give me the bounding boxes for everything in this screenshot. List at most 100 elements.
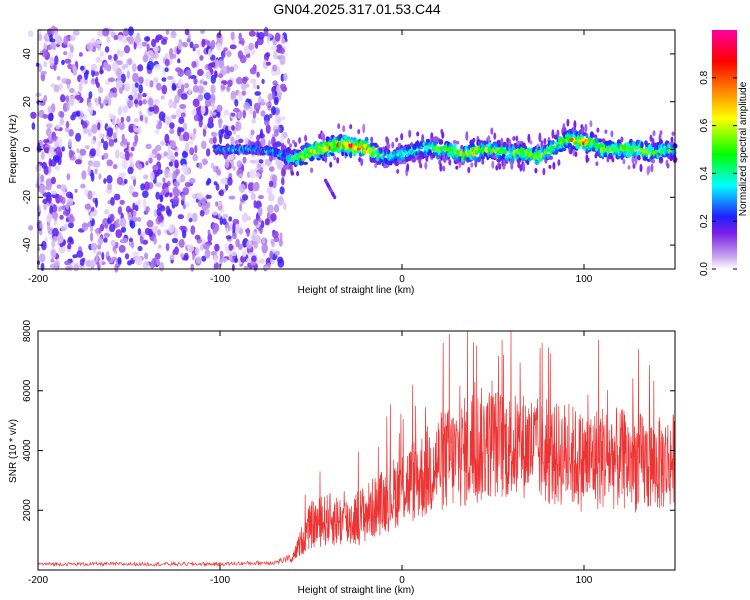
ridge-blob xyxy=(441,131,445,139)
noise-blob xyxy=(195,106,203,116)
noise-blob xyxy=(197,85,204,94)
noise-blob xyxy=(68,43,72,48)
noise-blob xyxy=(97,244,102,250)
snr-x-axis-label: Height of straight line (km) xyxy=(298,585,415,596)
noise-blob xyxy=(227,176,233,186)
noise-blob xyxy=(55,146,62,156)
noise-blob xyxy=(213,165,217,173)
noise-blob xyxy=(89,108,93,116)
noise-blob xyxy=(265,52,271,58)
ridge-blob xyxy=(543,138,547,145)
noise-blob xyxy=(87,101,92,108)
noise-blob xyxy=(103,232,111,238)
noise-blob xyxy=(141,231,146,238)
noise-blob xyxy=(248,42,254,51)
noise-blob xyxy=(184,82,190,89)
noise-blob xyxy=(253,102,261,112)
noise-blob xyxy=(263,114,270,123)
noise-blob xyxy=(52,227,59,238)
ridge-blob xyxy=(563,127,567,133)
colorbar-gradient xyxy=(712,30,737,269)
y-tick-label: 6000 xyxy=(22,379,33,402)
ridge-blob xyxy=(622,158,626,165)
noise-blob xyxy=(172,196,180,206)
noise-blob xyxy=(280,83,287,90)
noise-blob xyxy=(154,64,161,70)
noise-blob xyxy=(136,200,142,206)
ridge-blob xyxy=(360,158,364,167)
noise-blob xyxy=(108,138,115,147)
noise-blob xyxy=(192,85,199,93)
ridge-blob xyxy=(403,160,407,165)
spectrogram-y-ticks: -40 -20 0 20 40 xyxy=(22,48,675,252)
noise-blob xyxy=(179,225,186,231)
noise-blob xyxy=(52,42,57,51)
noise-blob xyxy=(115,124,119,135)
noise-blob xyxy=(180,253,185,258)
noise-blob xyxy=(97,122,101,131)
ridge-blob xyxy=(349,151,353,159)
ridge-blob xyxy=(322,132,326,143)
noise-blob xyxy=(177,58,181,64)
noise-blob xyxy=(75,159,82,165)
ridge-blob xyxy=(347,147,353,152)
noise-blob xyxy=(283,202,287,211)
noise-blob xyxy=(117,107,122,116)
noise-blob xyxy=(260,137,266,147)
noise-blob xyxy=(65,191,73,199)
noise-blob xyxy=(182,187,189,196)
noise-blob xyxy=(230,136,235,147)
noise-blob xyxy=(96,251,102,256)
noise-blob xyxy=(41,48,48,58)
noise-blob xyxy=(174,94,180,104)
noise-blob xyxy=(106,35,110,44)
noise-blob xyxy=(47,195,52,204)
noise-blob xyxy=(244,137,249,145)
noise-blob xyxy=(156,82,162,91)
noise-blob xyxy=(31,122,36,130)
noise-blob xyxy=(153,99,160,105)
ridge-blob xyxy=(594,137,600,143)
ridge-blob xyxy=(304,134,308,142)
noise-blob xyxy=(161,84,168,95)
noise-blob xyxy=(68,222,74,229)
noise-blob xyxy=(253,200,257,209)
noise-blob xyxy=(173,188,180,198)
noise-blob xyxy=(178,42,183,50)
ridge-blob xyxy=(336,157,340,164)
noise-blob xyxy=(191,109,197,116)
ridge-blob xyxy=(396,168,400,174)
noise-blob xyxy=(88,91,93,100)
noise-blob xyxy=(154,51,159,59)
noise-blob xyxy=(152,225,159,234)
noise-blob xyxy=(117,206,123,215)
ridge-blob xyxy=(289,143,293,148)
noise-blob xyxy=(248,30,256,37)
ridge-blob xyxy=(364,136,369,142)
noise-blob xyxy=(103,237,108,243)
noise-blob xyxy=(191,61,197,68)
noise-blob xyxy=(38,253,46,263)
noise-blob xyxy=(273,96,279,106)
ridge-blob xyxy=(362,123,366,134)
noise-blob xyxy=(143,261,150,269)
noise-blob xyxy=(177,68,184,78)
noise-blob xyxy=(107,183,112,191)
ridge-blob xyxy=(620,136,624,143)
noise-blob xyxy=(147,97,154,107)
ridge-blob xyxy=(324,155,328,163)
ridge-blob xyxy=(586,157,590,162)
noise-blob xyxy=(54,30,59,40)
noise-blob xyxy=(215,42,223,51)
noise-blob xyxy=(59,111,65,119)
noise-blob xyxy=(205,71,212,79)
noise-blob xyxy=(97,140,103,148)
noise-blob xyxy=(272,80,278,86)
ridge-blob xyxy=(419,163,423,169)
noise-blob xyxy=(142,54,149,63)
ridge-blob xyxy=(406,163,410,172)
noise-blob xyxy=(53,260,60,267)
ridge-blob xyxy=(480,155,485,160)
noise-blob xyxy=(169,192,173,198)
